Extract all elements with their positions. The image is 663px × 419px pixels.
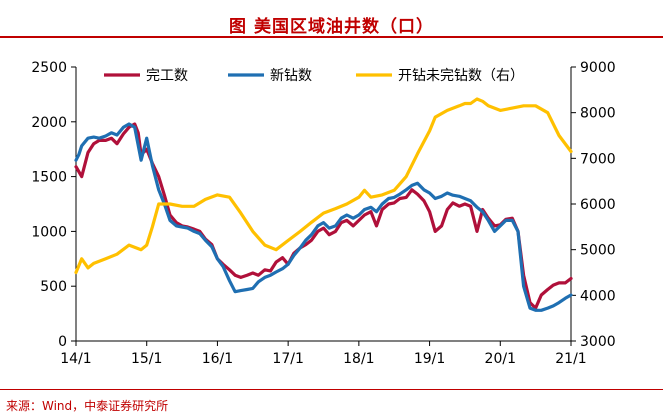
chart-legend: 完工数 新钻数 开钻未完钻数（右） [104,68,524,84]
right-tick-label: 6000 [580,197,616,213]
chart-series [74,97,573,312]
x-tick-label: 19/1 [414,351,445,367]
left-tick-label: 500 [40,279,67,295]
right-tick-label: 7000 [580,151,616,167]
left-tick-label: 0 [58,334,67,350]
right-tick-label: 8000 [580,106,616,122]
chart-axes: 0 500 1000 1500 2000 2500 3000 4000 5000 6000 7000… [31,60,615,367]
x-tick-label: 16/1 [202,351,233,367]
title-divider [0,36,663,38]
left-tick-label: 2000 [31,115,67,131]
chart-title: 图 美国区域油井数（口） [229,17,434,37]
series-line-2 [74,122,573,312]
right-tick-label: 3000 [580,334,616,350]
left-tick-label: 2500 [31,60,67,76]
x-tick-label: 14/1 [60,351,91,367]
chart-title-bar: 图 美国区域油井数（口） [0,6,663,37]
right-tick-label: 9000 [580,60,616,76]
left-tick-label: 1500 [31,170,67,186]
legend-label-1: 完工数 [146,68,188,84]
x-tick-label: 20/1 [485,351,516,367]
legend-label-2: 新钻数 [270,68,312,84]
x-tick-label: 15/1 [131,351,162,367]
series-line-3 [74,97,573,275]
right-tick-label: 5000 [580,243,616,259]
x-tick-label: 18/1 [343,351,374,367]
source-note: 来源：Wind，中泰证券研究所 [6,399,169,413]
legend-label-3: 开钻未完钻数（右） [398,68,524,84]
oil-well-count-chart: 0 500 1000 1500 2000 2500 3000 4000 5000 6000 7000… [31,60,615,367]
x-tick-label: 21/1 [555,351,586,367]
left-tick-label: 1000 [31,224,67,240]
x-tick-label: 17/1 [272,351,303,367]
footer-divider [0,389,663,390]
right-tick-label: 4000 [580,288,616,304]
